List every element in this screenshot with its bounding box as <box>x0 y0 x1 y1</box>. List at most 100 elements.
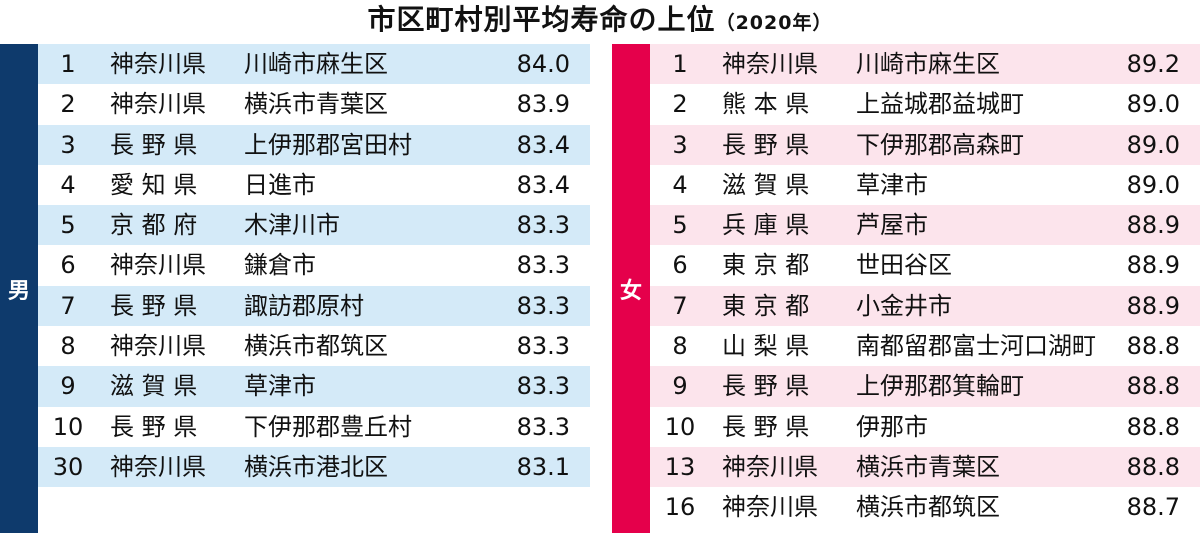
prefecture-cell: 長 野 県 <box>722 372 810 401</box>
rank-cell: 6 <box>672 251 688 280</box>
prefecture-cell: 滋 賀 県 <box>110 372 198 401</box>
table-row: 8 山 梨 県 南都留郡富士河口湖町 88.8 <box>650 326 1200 366</box>
value-cell: 88.8 <box>1126 372 1180 401</box>
table-row: 2 熊 本 県 上益城郡益城町 89.0 <box>650 84 1200 124</box>
municipality-cell: 鎌倉市 <box>244 251 316 280</box>
rank-cell: 8 <box>60 332 76 361</box>
prefecture-cell: 神奈川県 <box>722 50 818 78</box>
rank-cell: 1 <box>672 50 688 78</box>
title-year: （2020年） <box>715 12 833 34</box>
table-row: 9 滋 賀 県 草津市 83.3 <box>38 366 590 407</box>
municipality-cell: 上伊那郡箕輪町 <box>856 372 1024 401</box>
prefecture-cell: 東 京 都 <box>722 291 810 320</box>
value-cell: 89.2 <box>1126 50 1180 78</box>
value-cell: 88.8 <box>1126 412 1180 441</box>
prefecture-cell: 長 野 県 <box>110 291 198 320</box>
page-title: 市区町村別平均寿命の上位（2020年） <box>0 0 1200 42</box>
prefecture-cell: 愛 知 県 <box>110 170 198 199</box>
municipality-cell: 川崎市麻生区 <box>856 50 1000 78</box>
municipality-cell: 木津川市 <box>244 211 340 240</box>
rank-cell: 30 <box>52 452 84 481</box>
female-rows: 1 神奈川県 川崎市麻生区 89.2 2 熊 本 県 上益城郡益城町 89.0 3 長 野 県 下伊… <box>650 44 1200 528</box>
rank-cell: 4 <box>60 170 76 199</box>
municipality-cell: 上伊那郡宮田村 <box>244 130 412 159</box>
value-cell: 83.3 <box>516 291 570 320</box>
rank-cell: 3 <box>60 130 76 159</box>
prefecture-cell: 滋 賀 県 <box>722 170 810 199</box>
rank-cell: 6 <box>60 251 76 280</box>
rank-cell: 4 <box>672 170 688 199</box>
value-cell: 83.3 <box>516 211 570 240</box>
table-row: 3 長 野 県 上伊那郡宮田村 83.4 <box>38 124 590 165</box>
table-row: 7 東 京 都 小金井市 88.9 <box>650 285 1200 327</box>
table-row: 6 東 京 都 世田谷区 88.9 <box>650 245 1200 285</box>
value-cell: 88.8 <box>1126 452 1180 481</box>
prefecture-cell: 神奈川県 <box>722 493 818 522</box>
municipality-cell: 横浜市青葉区 <box>244 90 388 119</box>
table-row: 4 愛 知 県 日進市 83.4 <box>38 165 590 205</box>
value-cell: 83.9 <box>516 90 570 119</box>
rank-cell: 3 <box>672 130 688 159</box>
rank-cell: 2 <box>60 90 76 119</box>
value-cell: 89.0 <box>1126 170 1180 199</box>
table-row: 13 神奈川県 横浜市青葉区 88.8 <box>650 446 1200 488</box>
value-cell: 83.3 <box>516 332 570 361</box>
table-row: 4 滋 賀 県 草津市 89.0 <box>650 165 1200 205</box>
rank-cell: 7 <box>672 291 688 320</box>
rank-cell: 7 <box>60 291 76 320</box>
value-cell: 83.3 <box>516 251 570 280</box>
prefecture-cell: 東 京 都 <box>722 251 810 280</box>
value-cell: 88.9 <box>1126 291 1180 320</box>
prefecture-cell: 神奈川県 <box>722 452 818 481</box>
table-row: 5 京 都 府 木津川市 83.3 <box>38 205 590 246</box>
municipality-cell: 芦屋市 <box>856 211 928 240</box>
value-cell: 83.3 <box>516 372 570 401</box>
municipality-cell: 世田谷区 <box>856 251 952 280</box>
municipality-cell: 伊那市 <box>856 412 928 441</box>
table-row: 9 長 野 県 上伊那郡箕輪町 88.8 <box>650 366 1200 407</box>
municipality-cell: 横浜市都筑区 <box>244 332 388 361</box>
value-cell: 83.4 <box>516 170 570 199</box>
municipality-cell: 横浜市都筑区 <box>856 493 1000 522</box>
rank-cell: 9 <box>60 372 76 401</box>
value-cell: 88.7 <box>1126 493 1180 522</box>
value-cell: 83.1 <box>516 452 570 481</box>
table-row: 2 神奈川県 横浜市青葉区 83.9 <box>38 84 590 124</box>
municipality-cell: 下伊那郡高森町 <box>856 130 1024 159</box>
prefecture-cell: 長 野 県 <box>110 130 198 159</box>
rank-cell: 16 <box>664 493 696 522</box>
table-row: 1 神奈川県 川崎市麻生区 89.2 <box>650 44 1200 85</box>
rank-cell: 8 <box>672 332 688 361</box>
table-row: 3 長 野 県 下伊那郡高森町 89.0 <box>650 124 1200 165</box>
prefecture-cell: 神奈川県 <box>110 90 206 119</box>
municipality-cell: 下伊那郡豊丘村 <box>244 412 412 441</box>
male-label: 男 <box>0 44 38 533</box>
rank-cell: 5 <box>60 211 76 240</box>
value-cell: 88.8 <box>1126 332 1180 361</box>
value-cell: 88.9 <box>1126 211 1180 240</box>
table-row: 7 長 野 県 諏訪郡原村 83.3 <box>38 285 590 327</box>
female-label: 女 <box>612 44 650 533</box>
value-cell: 83.3 <box>516 412 570 441</box>
table-row: 5 兵 庫 県 芦屋市 88.9 <box>650 205 1200 246</box>
table-row: 16 神奈川県 横浜市都筑区 88.7 <box>650 487 1200 527</box>
value-cell: 83.4 <box>516 130 570 159</box>
rank-cell: 5 <box>672 211 688 240</box>
value-cell: 89.0 <box>1126 130 1180 159</box>
municipality-cell: 草津市 <box>856 170 928 199</box>
municipality-cell: 川崎市麻生区 <box>244 50 388 78</box>
municipality-cell: 日進市 <box>244 170 316 199</box>
rank-cell: 10 <box>52 412 84 441</box>
table-row: 10 長 野 県 伊那市 88.8 <box>650 407 1200 447</box>
table-row: 6 神奈川県 鎌倉市 83.3 <box>38 245 590 285</box>
table-row: 10 長 野 県 下伊那郡豊丘村 83.3 <box>38 407 590 447</box>
prefecture-cell: 神奈川県 <box>110 50 206 78</box>
municipality-cell: 南都留郡富士河口湖町 <box>856 332 1096 361</box>
table-row: 30 神奈川県 横浜市港北区 83.1 <box>38 446 590 488</box>
rank-cell: 13 <box>664 452 696 481</box>
prefecture-cell: 長 野 県 <box>110 412 198 441</box>
municipality-cell: 横浜市青葉区 <box>856 452 1000 481</box>
prefecture-cell: 長 野 県 <box>722 412 810 441</box>
municipality-cell: 草津市 <box>244 372 316 401</box>
prefecture-cell: 京 都 府 <box>110 211 198 240</box>
